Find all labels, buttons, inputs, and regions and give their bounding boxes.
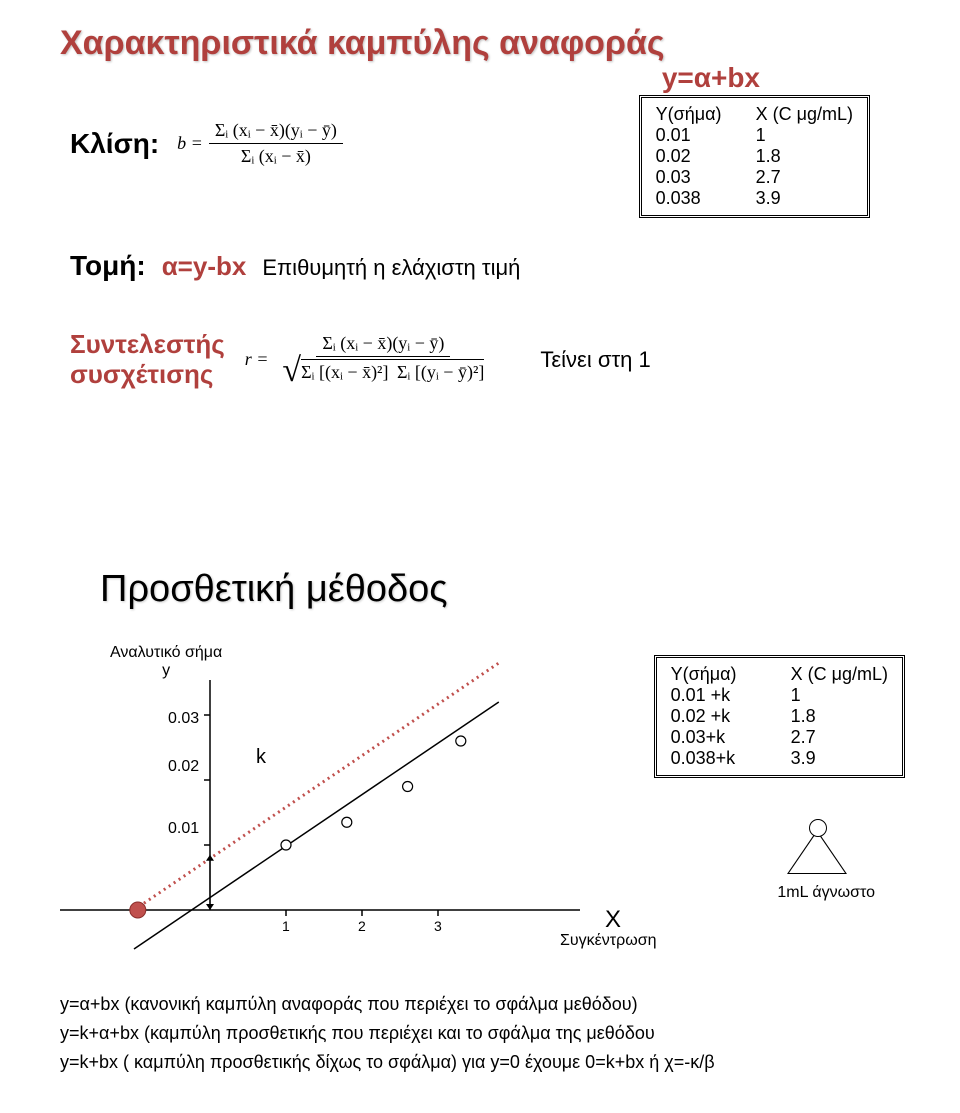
eq-line-2: y=k+α+bx (καμπύλη προσθετικής που περιέχ…	[60, 1019, 715, 1048]
chart-svg	[60, 650, 580, 950]
xtick-1: 1	[282, 918, 290, 934]
r-equals: r =	[245, 349, 269, 370]
table-row: 0.03 2.7	[656, 167, 853, 188]
ytick-003: 0.03	[168, 710, 199, 728]
slope-denominator: Σᵢ (xᵢ − x̄)	[235, 144, 317, 167]
slope-label: Κλίση:	[70, 128, 159, 160]
slide-additive-method: Προσθετική μέθοδος Αναλυτικό σήμα y 0.03…	[0, 520, 960, 1113]
slide-reference-curve: Χαρακτηριστικά καμπύλης αναφοράς y=α+bx …	[0, 0, 960, 520]
slope-numerator: Σᵢ (xᵢ − x̄)(yᵢ − ȳ)	[209, 120, 343, 144]
slide2-title: Προσθετική μέθοδος	[100, 568, 920, 611]
corr-label: Συντελεστής συσχέτισης	[70, 330, 225, 390]
x-axis-concentration: Συγκέντρωση	[560, 932, 656, 950]
slide1-equation: y=α+bx	[662, 62, 760, 94]
additive-chart: Αναλυτικό σήμα y 0.03 0.02 0.01 k	[60, 650, 580, 950]
table-row: 0.02 +k 1.8	[671, 706, 888, 727]
intercept-label: Τομή:	[70, 250, 146, 282]
x-axis-letter: X	[605, 906, 621, 934]
equations-block: y=α+bx (κανονική καμπύλη αναφοράς που πε…	[60, 990, 715, 1076]
r-numerator: Σᵢ (xᵢ − x̄)(yᵢ − ȳ)	[316, 333, 450, 357]
intercept-hint: Επιθυμητή η ελάχιστη τιμή	[262, 255, 520, 281]
b-equals: b =	[177, 133, 203, 154]
intercept-eq: α=y-bx	[162, 251, 247, 282]
table-row: 0.01 1	[656, 125, 853, 146]
eq-line-3: y=k+bx ( καμπύλη προσθετικής δίχως το σφ…	[60, 1048, 715, 1077]
slide1-data-table: Y(σήμα) X (C μg/mL) 0.01 1 0.02 1.8 0.03…	[639, 95, 870, 218]
table2-header: Y(σήμα) X (C μg/mL)	[671, 664, 888, 685]
eq-line-1: y=α+bx (κανονική καμπύλη αναφοράς που πε…	[60, 990, 715, 1019]
y-axis-title: Αναλυτικό σήμα y	[110, 644, 222, 680]
unknown-sample-icon: 1mL άγνωστο	[777, 830, 875, 902]
slide2-data-table: Y(σήμα) X (C μg/mL) 0.01 +k 1 0.02 +k 1.…	[654, 655, 905, 778]
ytick-002: 0.02	[168, 758, 199, 776]
slope-formula: b = Σᵢ (xᵢ − x̄)(yᵢ − ȳ) Σᵢ (xᵢ − x̄)	[177, 120, 343, 167]
correlation-row: Συντελεστής συσχέτισης r = Σᵢ (xᵢ − x̄)(…	[70, 330, 651, 390]
r-denominator: √ Σᵢ [(xᵢ − x̄)²] Σᵢ [(yᵢ − ȳ)²]	[276, 357, 490, 386]
tends-to-1: Τείνει στη 1	[540, 347, 650, 373]
table-row: 0.03+k 2.7	[671, 727, 888, 748]
ytick-001: 0.01	[168, 820, 199, 838]
table-row: 0.01 +k 1	[671, 685, 888, 706]
table-row: 0.038+k 3.9	[671, 748, 888, 769]
unknown-sample-label: 1mL άγνωστο	[777, 884, 875, 902]
corr-formula: r = Σᵢ (xᵢ − x̄)(yᵢ − ȳ) √ Σᵢ [(xᵢ − x̄)…	[245, 333, 491, 386]
th-x: X (C μg/mL)	[756, 104, 853, 125]
intercept-row: Τομή: α=y-bx Επιθυμητή η ελάχιστη τιμή	[70, 250, 520, 282]
xtick-3: 3	[434, 918, 442, 934]
table-row: 0.038 3.9	[656, 188, 853, 209]
table-header-row: Y(σήμα) X (C μg/mL)	[656, 104, 853, 125]
k-label: k	[256, 746, 266, 769]
xtick-2: 2	[358, 918, 366, 934]
table-row: 0.02 1.8	[656, 146, 853, 167]
th-y: Y(σήμα)	[656, 104, 726, 125]
slope-row: Κλίση: b = Σᵢ (xᵢ − x̄)(yᵢ − ȳ) Σᵢ (xᵢ −…	[70, 120, 343, 167]
slide1-title: Χαρακτηριστικά καμπύλης αναφοράς	[60, 24, 920, 63]
